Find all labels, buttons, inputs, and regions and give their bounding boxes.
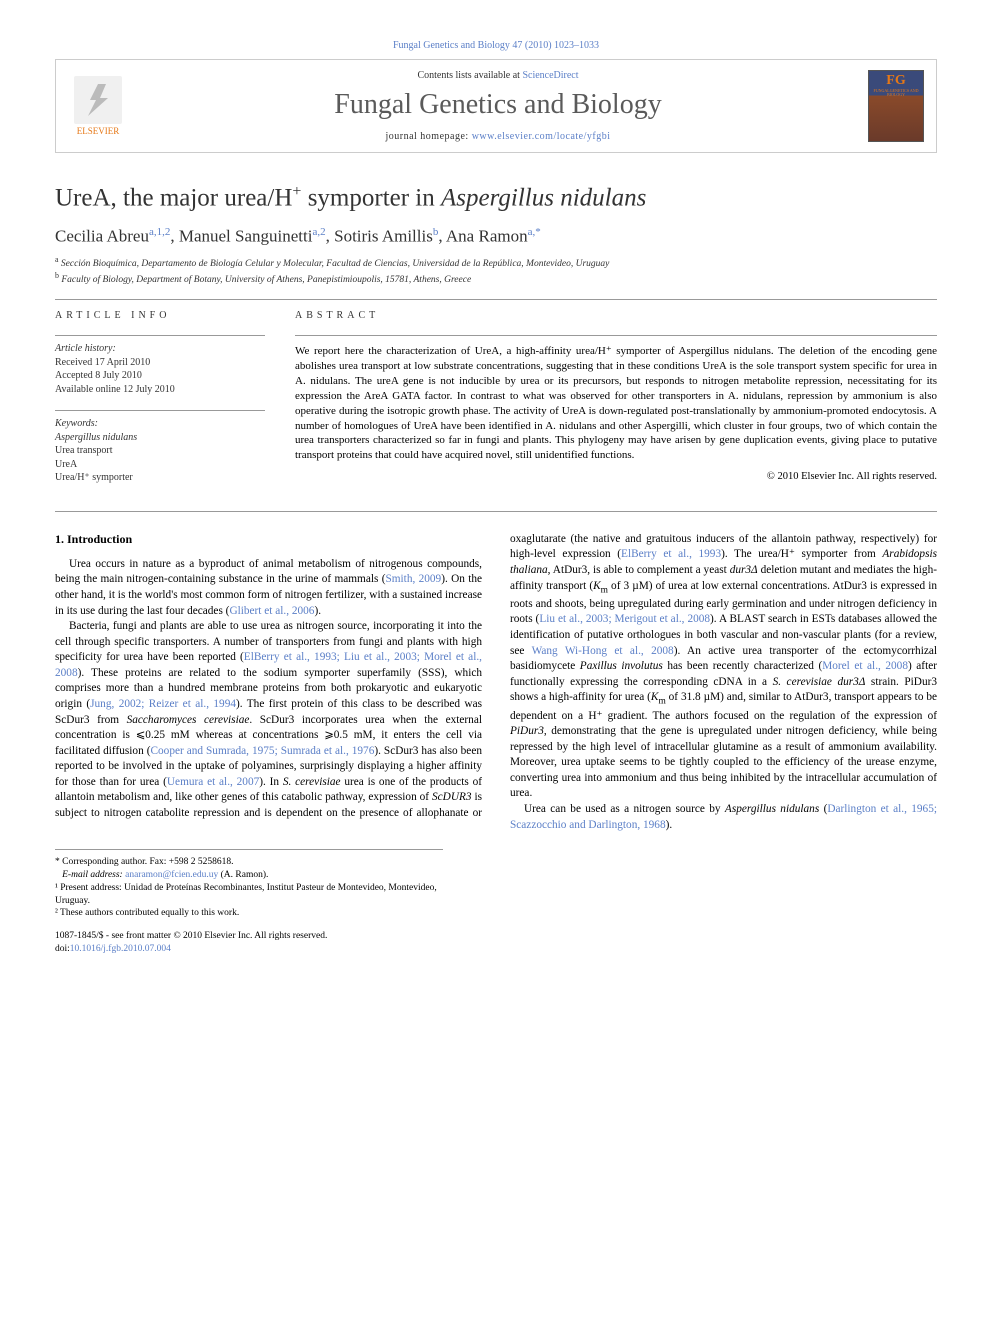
doi-prefix: doi:: [55, 944, 70, 954]
doi-line-1: 1087-1845/$ - see front matter © 2010 El…: [55, 930, 937, 943]
ref-morel-2008[interactable]: Morel et al., 2008: [822, 660, 908, 672]
p2-i2: S. cerevisiae: [283, 776, 341, 788]
author-sup[interactable]: a,*: [528, 226, 541, 238]
keyword: Urea/H⁺ symporter: [55, 472, 133, 483]
email-label: E-mail address:: [62, 870, 123, 880]
title-post: symporter in: [301, 184, 441, 211]
ref-cooper-sumrada[interactable]: Cooper and Sumrada, 1975; Sumrada et al.…: [150, 745, 374, 757]
p3-a: Urea can be used as a nitrogen source by: [524, 803, 725, 815]
title-italic: Aspergillus nidulans: [441, 184, 646, 211]
homepage-line: journal homepage: www.elsevier.com/locat…: [128, 131, 868, 142]
homepage-link[interactable]: www.elsevier.com/locate/yfgbi: [472, 131, 611, 142]
footnotes: * Corresponding author. Fax: +598 2 5258…: [55, 849, 443, 920]
affiliation: b Faculty of Biology, Department of Bota…: [55, 271, 937, 285]
p2-i6: K: [593, 580, 601, 592]
body-columns: 1. Introduction Urea occurs in nature as…: [55, 532, 937, 833]
p3-c: ).: [666, 819, 673, 831]
p2-sub: m: [601, 585, 608, 595]
footnote-1: ¹ Present address: Unidad de Proteínas R…: [55, 882, 443, 908]
abstract-copyright: © 2010 Elsevier Inc. All rights reserved…: [295, 471, 937, 482]
abstract-label: ABSTRACT: [295, 310, 937, 321]
keywords-block: Keywords: Aspergillus nidulans Urea trans…: [55, 410, 265, 485]
elsevier-logo: ELSEVIER: [68, 76, 128, 136]
intro-para-1: Urea occurs in nature as a byproduct of …: [55, 557, 482, 619]
author-sup[interactable]: a,2: [312, 226, 325, 238]
p2-i: ). The urea/H⁺ symporter from: [721, 548, 882, 560]
ref-jung-reizer[interactable]: Jung, 2002; Reizer et al., 1994: [90, 698, 236, 710]
cover-sub-text: FUNGALGENETICS AND BIOLOGY: [869, 89, 923, 98]
author-name: Sotiris Amillis: [334, 227, 433, 246]
doi-line-2: doi:10.1016/j.fgb.2010.07.004: [55, 943, 937, 956]
keyword: Urea transport: [55, 445, 112, 456]
p2-i8: S. cerevisiae dur3Δ: [773, 676, 866, 688]
p2-f: ). In: [259, 776, 283, 788]
elsevier-text: ELSEVIER: [77, 126, 120, 136]
divider-mid: [55, 511, 937, 512]
author-name: Manuel Sanguinetti: [179, 227, 313, 246]
author-name: Ana Ramon: [446, 227, 528, 246]
p2-i1: Saccharomyces cerevisiae: [127, 714, 250, 726]
journal-cover-thumb: FG FUNGALGENETICS AND BIOLOGY: [868, 70, 924, 142]
ref-uemura-2007[interactable]: Uemura et al., 2007: [167, 776, 259, 788]
history-line: Available online 12 July 2010: [55, 384, 175, 395]
author-sup[interactable]: a,1,2: [149, 226, 170, 238]
ref-liu-merigout[interactable]: Liu et al., 2003; Merigout et al., 2008: [539, 613, 710, 625]
elsevier-tree-icon: [74, 76, 122, 124]
p2-i10: PiDur3: [510, 725, 544, 737]
ref-elberry-1993[interactable]: ElBerry et al., 1993: [621, 548, 721, 560]
ref-smith-2009[interactable]: Smith, 2009: [385, 573, 441, 585]
p2-j: , AtDur3, is able to complement a yeast: [548, 564, 730, 576]
history-line: Received 17 April 2010: [55, 357, 150, 368]
citation: Fungal Genetics and Biology 47 (2010) 10…: [55, 40, 937, 51]
article-info-label: ARTICLE INFO: [55, 310, 265, 321]
affiliation: a Sección Bioquímica, Departamento de Bi…: [55, 255, 937, 269]
p2-i3: ScDUR3: [432, 791, 472, 803]
ref-glibert-2006[interactable]: Glibert et al., 2006: [229, 605, 314, 617]
contents-line: Contents lists available at ScienceDirec…: [128, 70, 868, 81]
article-title: UreA, the major urea/H+ symporter in Asp…: [55, 183, 937, 212]
sciencedirect-link[interactable]: ScienceDirect: [522, 70, 578, 81]
p3-i1: Aspergillus nidulans: [725, 803, 819, 815]
keyword: Aspergillus nidulans: [55, 432, 137, 443]
journal-header: ELSEVIER Contents lists available at Sci…: [55, 59, 937, 153]
p2-s: , demonstrating that the gene is upregul…: [510, 725, 937, 799]
title-pre: UreA, the major urea/H: [55, 184, 292, 211]
ref-wang-2008[interactable]: Wang Wi-Hong et al., 2008: [532, 645, 674, 657]
p2-i5: dur3Δ: [730, 564, 758, 576]
doi-link[interactable]: 10.1016/j.fgb.2010.07.004: [70, 944, 171, 954]
author-name: Cecilia Abreu: [55, 227, 149, 246]
footnote-corr: * Corresponding author. Fax: +598 2 5258…: [55, 856, 443, 869]
email-paren: (A. Ramon).: [218, 870, 268, 880]
journal-name: Fungal Genetics and Biology: [128, 89, 868, 121]
intro-para-3: Urea can be used as a nitrogen source by…: [510, 802, 937, 833]
cover-fg-text: FG: [886, 74, 905, 88]
keyword: UreA: [55, 459, 77, 470]
footnote-2: ² These authors contributed equally to t…: [55, 907, 443, 920]
article-history-block: Article history: Received 17 April 2010 A…: [55, 335, 265, 396]
section-1-heading: 1. Introduction: [55, 532, 482, 547]
keywords-label: Keywords:: [55, 418, 98, 429]
history-label: Article history:: [55, 343, 116, 354]
author-sup[interactable]: b: [433, 226, 439, 238]
history-line: Accepted 8 July 2010: [55, 370, 142, 381]
p1-c: ).: [314, 605, 321, 617]
footnote-email: E-mail address: anaramon@fcien.edu.uy (A…: [55, 869, 443, 882]
authors-line: Cecilia Abreua,1,2, Manuel Sanguinettia,…: [55, 226, 937, 247]
abstract-text: We report here the characterization of U…: [295, 344, 937, 463]
p2-i7: Paxillus involutus: [580, 660, 663, 672]
email-link[interactable]: anaramon@fcien.edu.uy: [125, 870, 218, 880]
p2-o: has been recently characterized (: [663, 660, 822, 672]
homepage-prefix: journal homepage:: [385, 131, 471, 142]
doi-block: 1087-1845/$ - see front matter © 2010 El…: [55, 930, 937, 956]
contents-prefix: Contents lists available at: [417, 70, 522, 81]
p2-sub2: m: [658, 697, 665, 707]
divider-top: [55, 299, 937, 300]
